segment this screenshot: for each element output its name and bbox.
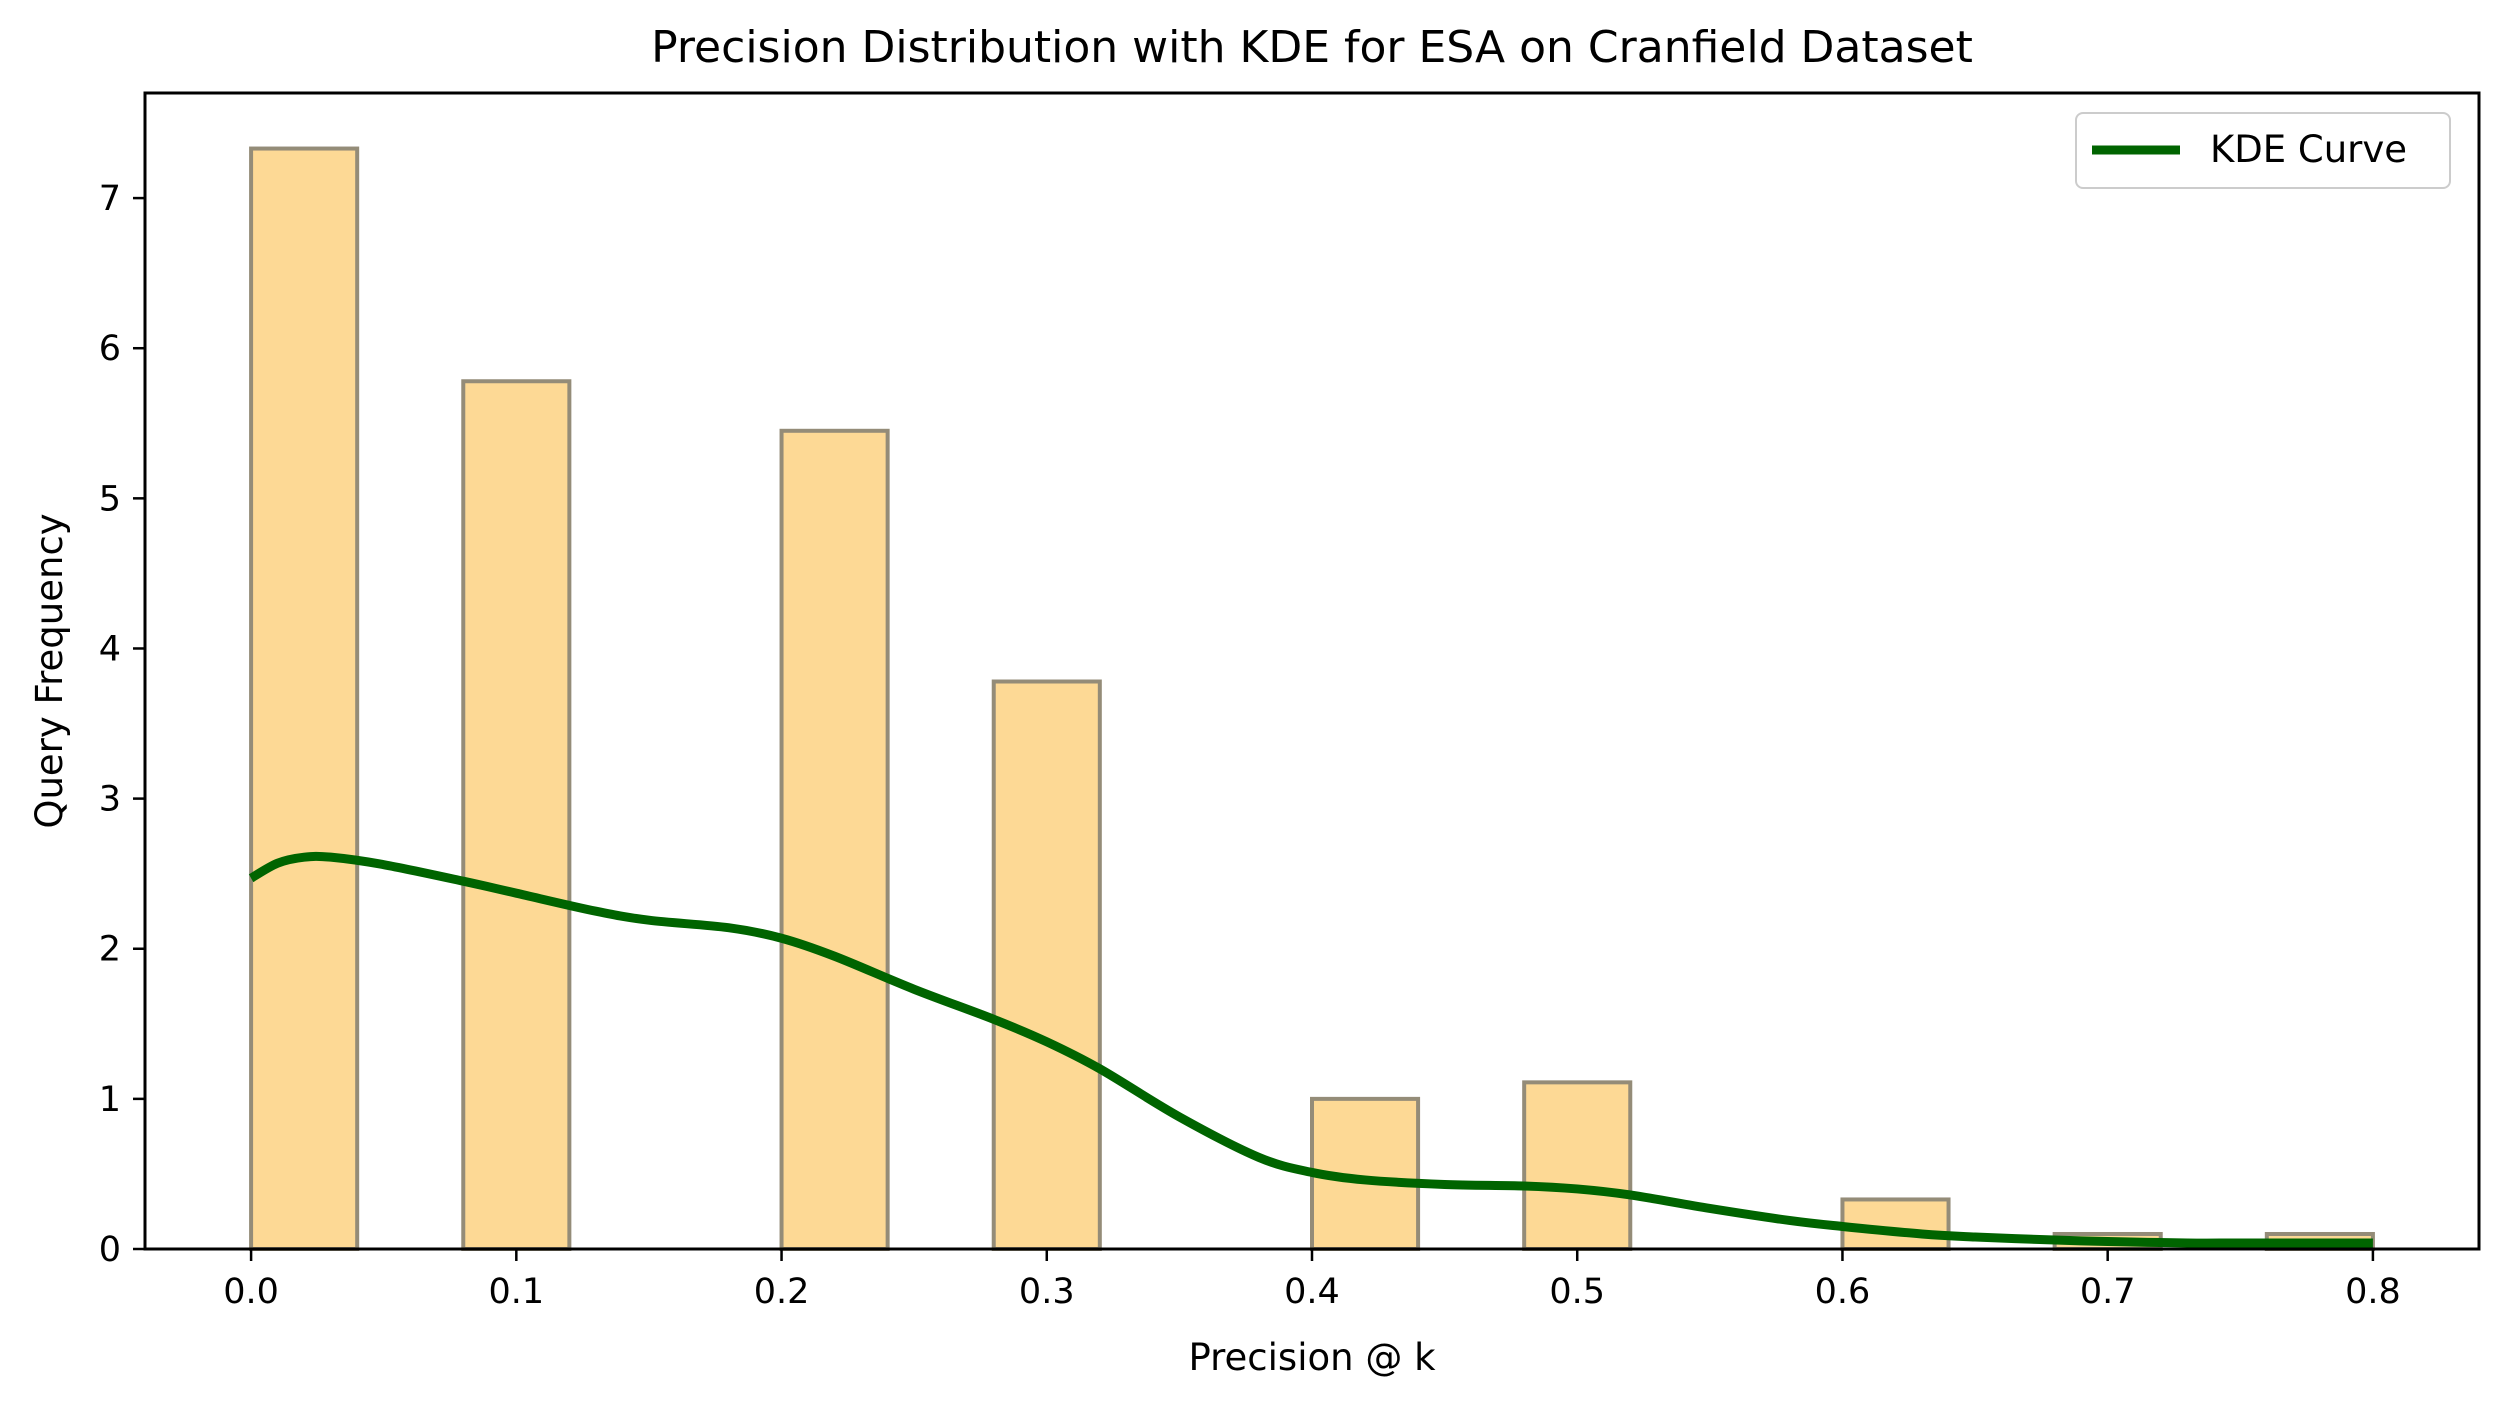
x-axis-label: Precision @ k <box>1188 1336 1436 1379</box>
histogram-bar <box>461 379 572 1252</box>
legend-box <box>2075 112 2451 189</box>
y-tick-label: 5 <box>99 479 121 519</box>
y-tick-label: 3 <box>99 780 121 820</box>
histogram-bar <box>1522 1080 1633 1251</box>
y-tick-label: 0 <box>99 1230 121 1270</box>
chart-title: Precision Distribution with KDE for ESA … <box>651 22 1973 73</box>
y-axis-ticks: 0 1 2 3 4 5 6 7 <box>99 179 145 1270</box>
x-tick-label: 0.1 <box>488 1272 544 1312</box>
x-tick-label: 0.2 <box>754 1272 810 1312</box>
x-tick-label: 0.0 <box>223 1272 279 1312</box>
legend-label-kde: KDE Curve <box>2210 128 2407 171</box>
x-tick-label: 0.5 <box>1549 1272 1605 1312</box>
y-tick-label: 7 <box>99 179 121 219</box>
y-tick-label: 2 <box>99 930 121 970</box>
x-tick-label: 0.8 <box>2345 1272 2401 1312</box>
y-tick-label: 1 <box>99 1080 121 1120</box>
legend: KDE Curve <box>2075 112 2451 189</box>
histogram-bar <box>991 679 1102 1251</box>
histogram-bar <box>249 146 360 1251</box>
x-tick-label: 0.7 <box>2080 1272 2136 1312</box>
x-tick-label: 0.3 <box>1019 1272 1075 1312</box>
y-tick-label: 6 <box>99 329 121 369</box>
histogram-bars <box>249 146 2375 1252</box>
y-tick-label: 4 <box>99 629 121 669</box>
histogram-bar <box>779 428 890 1251</box>
x-tick-label: 0.6 <box>1815 1272 1871 1312</box>
kde-curve <box>248 851 2373 1248</box>
x-tick-label: 0.4 <box>1284 1272 1340 1312</box>
y-axis-label: Query Frequency <box>28 513 71 828</box>
x-axis-ticks: 0.0 0.1 0.2 0.3 0.4 0.5 0.6 0.7 0.8 <box>223 1249 2401 1312</box>
